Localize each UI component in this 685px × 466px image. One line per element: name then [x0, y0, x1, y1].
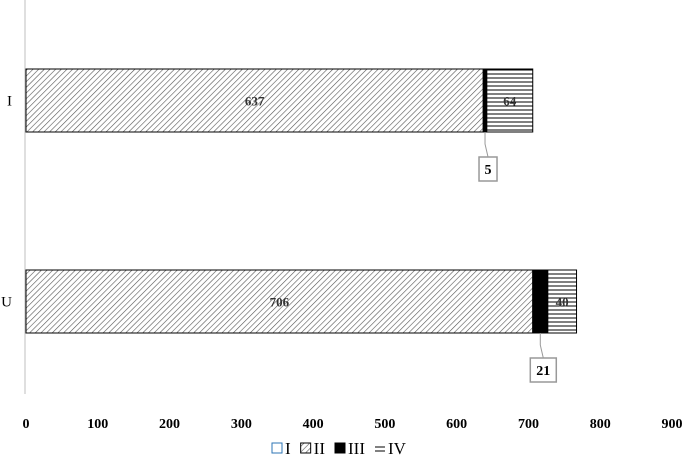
bars-layer [25, 68, 578, 334]
x-tick-label: 200 [159, 417, 180, 432]
x-tick-label: 100 [87, 417, 108, 432]
legend-label: II [314, 439, 326, 458]
bar-segment-U-IV [547, 269, 578, 334]
x-tick-label: 500 [374, 417, 395, 432]
data-label: 40 [556, 295, 569, 310]
bar-segment-I-III [482, 68, 488, 133]
legend: I II III IV [271, 439, 407, 458]
callout-label: 21 [536, 364, 550, 379]
data-label: 706 [270, 295, 290, 310]
callout-box [529, 357, 558, 383]
data-label: 637 [245, 94, 265, 109]
callout-leader-line [484, 132, 489, 158]
axis-layer: 0 100 200 300 400 500 600 700 800 900 I U [1, 0, 683, 432]
callout-leader-line [539, 333, 544, 359]
x-tick-label: 0 [23, 417, 30, 432]
x-tick-label: 400 [303, 417, 324, 432]
bar-segment-U-II [25, 269, 534, 334]
legend-swatch [271, 442, 283, 454]
x-tick-label: 700 [518, 417, 539, 432]
labels-layer: 637 64 706 40 5 21 [245, 94, 569, 383]
data-label: 64 [503, 94, 517, 109]
bar-segment-I-IV [486, 68, 534, 133]
legend-label: IV [388, 439, 407, 458]
category-label: I [7, 94, 12, 110]
legend-label: III [348, 439, 365, 458]
legend-swatch [300, 442, 312, 454]
bar-segment-I-II [25, 68, 484, 133]
legend-label: I [285, 439, 291, 458]
x-tick-label: 300 [231, 417, 252, 432]
x-tick-label: 600 [446, 417, 467, 432]
callout-label: 5 [485, 163, 492, 178]
legend-swatch [334, 442, 346, 454]
x-tick-label: 800 [590, 417, 611, 432]
bar-segment-U-III [532, 269, 549, 334]
category-label: U [1, 295, 12, 311]
callout-box [478, 156, 498, 182]
x-tick-label: 900 [662, 417, 683, 432]
